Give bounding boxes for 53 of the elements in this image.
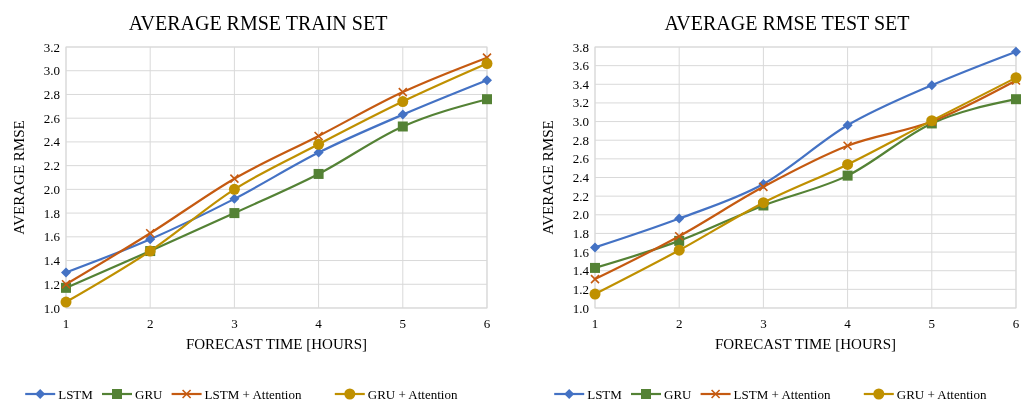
x-tick-label: 4 (315, 316, 323, 331)
x-tick-label: 2 (146, 316, 154, 331)
y-axis-title: AVERAGE RMSE (11, 120, 27, 235)
y-tick-label: 3.4 (572, 76, 590, 92)
y-axis-title: AVERAGE RMSE (540, 120, 556, 235)
legend-label: LSTM (587, 386, 623, 402)
x-tick-label: 6 (1012, 316, 1020, 331)
x-tick-label: 4 (844, 316, 852, 331)
x-axis-title: FORECAST TIME [HOURS] (185, 336, 368, 352)
chart-title: AVERAGE RMSE TEST SET (664, 12, 910, 34)
chart-title: AVERAGE RMSE TRAIN SET (128, 12, 388, 34)
y-tick-label: 3.0 (43, 63, 60, 79)
y-tick-label: 2.2 (43, 158, 60, 174)
legend-label: LSTM + Attention (204, 386, 302, 402)
y-tick-label: 3.8 (572, 39, 589, 55)
legend-label: GRU + Attention (896, 386, 987, 402)
y-tick-label: 2.4 (572, 170, 590, 186)
y-tick-label: 2.4 (43, 134, 61, 150)
legend-label: GRU + Attention (367, 386, 458, 402)
x-tick-label: 1 (591, 316, 599, 331)
y-tick-label: 2.8 (43, 87, 60, 102)
y-tick-label: 1.2 (572, 281, 589, 297)
x-axis-title: FORECAST TIME [HOURS] (714, 336, 897, 352)
y-tick-label: 1.4 (572, 263, 590, 279)
y-tick-label: 3.2 (43, 39, 60, 55)
y-tick-label: 1.6 (43, 229, 61, 245)
y-tick-label: 2.0 (43, 181, 60, 197)
y-tick-label: 2.0 (572, 207, 589, 223)
legend-label: LSTM (58, 386, 94, 402)
legend-label: LSTM + Attention (733, 386, 831, 402)
y-tick-label: 3.0 (572, 114, 589, 130)
y-tick-label: 2.6 (572, 151, 590, 167)
x-tick-label: 3 (760, 316, 767, 331)
y-tick-label: 1.8 (572, 225, 589, 241)
y-tick-label: 2.8 (572, 132, 589, 148)
x-tick-label: 5 (399, 316, 407, 331)
y-tick-label: 1.4 (43, 253, 61, 269)
x-tick-label: 6 (483, 316, 491, 331)
legend-label: GRU (664, 386, 693, 402)
x-tick-label: 3 (231, 316, 238, 331)
y-tick-label: 1.6 (572, 244, 590, 260)
y-tick-label: 1.0 (43, 300, 60, 316)
y-tick-label: 2.6 (43, 110, 61, 126)
y-tick-label: 3.6 (572, 58, 590, 74)
y-tick-label: 1.0 (572, 300, 589, 316)
x-tick-label: 2 (675, 316, 683, 331)
x-tick-label: 1 (62, 316, 70, 331)
x-tick-label: 5 (928, 316, 936, 331)
y-tick-label: 3.2 (572, 95, 589, 111)
y-tick-label: 2.2 (572, 188, 589, 204)
y-tick-label: 1.2 (43, 276, 60, 292)
y-tick-label: 1.8 (43, 205, 60, 221)
legend-label: GRU (135, 386, 164, 402)
